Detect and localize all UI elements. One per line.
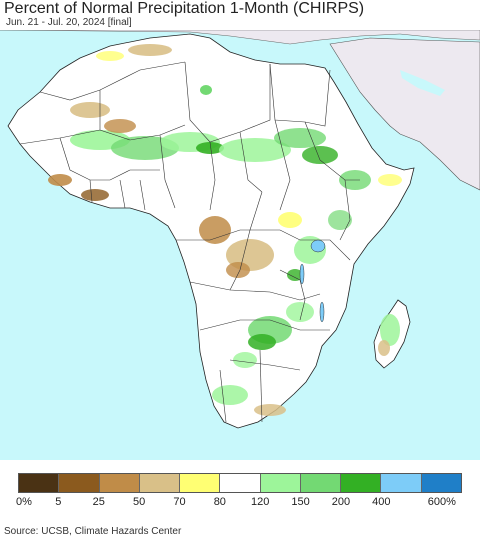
legend-swatch — [19, 474, 60, 492]
persian-gulf — [400, 70, 445, 96]
legend-swatch — [381, 474, 422, 492]
source-credit: Source: UCSB, Climate Hazards Center — [4, 526, 182, 537]
legend-swatch — [180, 474, 221, 492]
legend-tick-label: 50 — [132, 496, 146, 508]
precipitation-map — [0, 30, 480, 460]
lake-tanganyika — [299, 263, 305, 285]
legend-tick-label: 25 — [92, 496, 105, 508]
map-title: Percent of Normal Precipitation 1-Month … — [4, 0, 365, 17]
legend-swatch — [99, 474, 140, 492]
legend-swatch — [220, 474, 261, 492]
lake-malawi — [319, 301, 325, 323]
legend-swatch — [59, 474, 100, 492]
legend-tick-labels: 0% 5 25 50 70 80 120 150 200 400 600% — [0, 496, 480, 510]
legend-tick-label: 150 — [291, 496, 310, 508]
color-legend — [18, 473, 462, 493]
map-canvas — [0, 30, 480, 460]
europe-landmass — [0, 30, 480, 45]
legend-tick-label: 5 — [55, 496, 62, 508]
legend-tick-label: 120 — [250, 496, 270, 508]
middle-east-landmass — [329, 37, 480, 191]
legend-swatch — [341, 474, 382, 492]
legend-tick-label: 80 — [213, 496, 226, 508]
legend-swatch — [421, 474, 461, 492]
date-range-subtitle: Jun. 21 - Jul. 20, 2024 [final] — [6, 17, 132, 28]
red-sea — [330, 70, 378, 148]
legend-tick-label: 70 — [173, 496, 186, 508]
lake-victoria — [310, 239, 326, 253]
legend-swatch — [300, 474, 342, 492]
legend-swatch — [260, 474, 301, 492]
country-borders — [19, 61, 360, 423]
legend-tick-label: 0% — [16, 496, 32, 508]
legend-tick-label: 600% — [427, 496, 456, 508]
legend-tick-label: 400 — [372, 496, 391, 508]
legend-tick-label: 200 — [331, 496, 351, 508]
legend-swatch — [139, 474, 181, 492]
